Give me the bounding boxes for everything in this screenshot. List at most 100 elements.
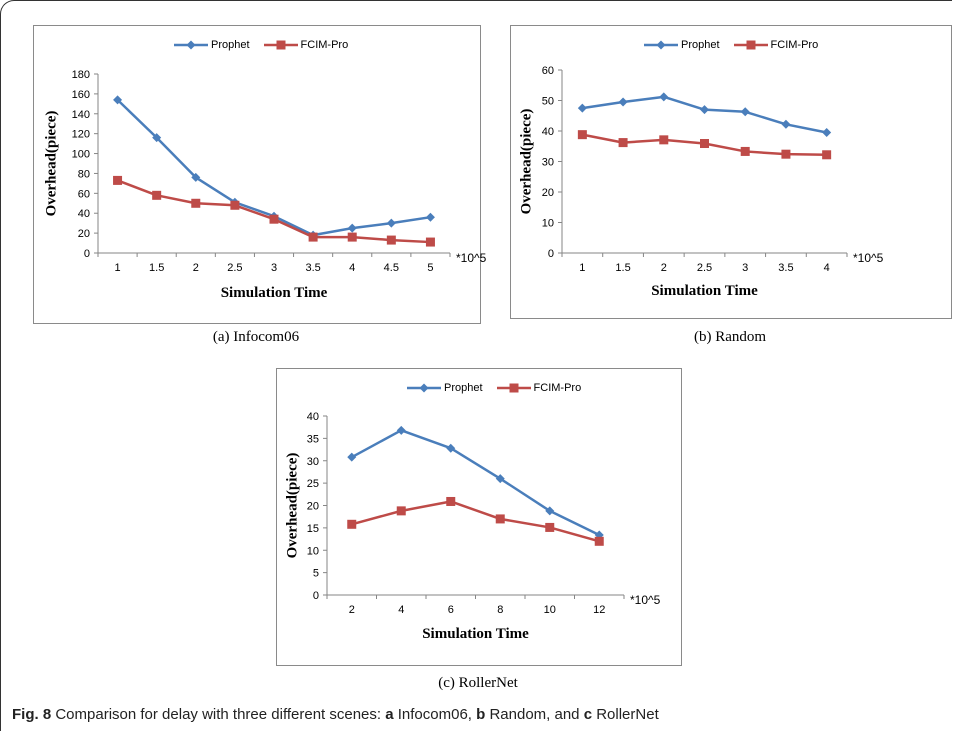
chart-infocom06: 0 20 40 60 80 100 120 140 160 180 1 1.5 2 2.5 3 3.5 4 4.5…: [33, 25, 487, 324]
data-point-fcim-pro: [577, 130, 587, 140]
x-tick-label: 4: [824, 262, 830, 274]
legend-label-prophet: Prophet: [211, 39, 250, 51]
legend-item-prophet: Prophet: [644, 39, 720, 51]
data-point-fcim-pro: [230, 200, 240, 210]
data-point-prophet: [495, 474, 505, 484]
data-point-fcim-pro: [269, 214, 279, 224]
data-point-fcim-pro: [152, 190, 162, 200]
y-tick-label: 60: [542, 65, 554, 77]
chart-svg: 0 10 20 30 40 50 60 1 1.5 2 2.5 3 3.5 4 *10^5 Simulatio…: [518, 65, 884, 299]
legend-swatch-graphic: [644, 40, 678, 50]
legend-swatch-fcim-pro: [263, 40, 298, 50]
y-axis-title: Overhead(piece): [284, 453, 300, 559]
data-point-prophet: [396, 425, 406, 435]
data-point-fcim-pro: [594, 536, 604, 546]
data-point-fcim-pro: [308, 232, 318, 242]
data-point-fcim-pro: [659, 135, 669, 145]
series-line-fcim-pro: [351, 500, 600, 543]
legend-label-fcim-pro: FCIM-Pro: [533, 382, 582, 394]
y-tick-label: 35: [307, 433, 319, 445]
legend-marker-square: [276, 40, 286, 50]
chart-random: 0 10 20 30 40 50 60 1 1.5 2 2.5 3 3.5 4 *10^5 Simulatio…: [510, 25, 952, 319]
data-point-fcim-pro: [347, 232, 357, 242]
data-point-prophet: [545, 506, 555, 516]
x-axis-title: Simulation Time: [651, 283, 758, 299]
legend-label-prophet: Prophet: [444, 382, 483, 394]
chart-rollernet: 0 5 10 15 20 25 30 35 40 2 4 6 8 10 12 *10^5 Simulation …: [276, 368, 682, 666]
x-tick-label: 3: [742, 262, 748, 274]
x-axis-title: Simulation Time: [221, 285, 328, 301]
data-point-fcim-pro: [781, 149, 791, 159]
data-point-prophet: [347, 223, 357, 233]
data-point-prophet: [113, 95, 123, 105]
data-point-prophet: [740, 107, 750, 117]
y-tick-label: 20: [307, 501, 319, 513]
x-unit-label: *10^5: [853, 251, 884, 265]
data-point-fcim-pro: [347, 519, 357, 529]
figure-caption-part-b: b: [476, 706, 486, 723]
legend-marker-diamond: [656, 40, 666, 50]
y-tick-label: 50: [542, 96, 554, 108]
series-line-fcim-pro: [117, 179, 431, 244]
data-point-prophet: [386, 218, 396, 228]
data-point-prophet: [618, 97, 628, 107]
figure-caption-part-a: a: [385, 706, 394, 723]
data-point-prophet: [191, 172, 201, 182]
y-tick-label: 30: [307, 456, 319, 468]
figure-caption-part-c: c: [583, 706, 593, 723]
figure-caption-text-3: RollerNet: [592, 706, 659, 723]
legend-swatch-graphic: [407, 383, 441, 393]
legend-label-fcim-pro: FCIM-Pro: [300, 39, 349, 51]
x-axis-title: Simulation Time: [422, 626, 529, 642]
x-tick-label: 6: [448, 604, 454, 616]
chart-legend: Prophet FCIM-Pro: [407, 382, 581, 394]
data-point-fcim-pro: [191, 198, 201, 208]
y-tick-label: 60: [78, 188, 90, 200]
x-tick-label: 4: [398, 604, 404, 616]
legend-item-fcim-pro: FCIM-Pro: [496, 382, 582, 394]
y-tick-label: 20: [542, 187, 554, 199]
x-tick-label: 4: [349, 262, 355, 274]
y-axis-title: Overhead(piece): [43, 111, 59, 217]
y-tick-label: 20: [78, 228, 90, 240]
data-point-prophet: [347, 452, 357, 462]
chart-svg: 0 20 40 60 80 100 120 140 160 180 1 1.5 2 2.5 3 3.5 4 4.5…: [43, 69, 486, 301]
legend-label-fcim-pro: FCIM-Pro: [770, 39, 819, 51]
y-tick-label: 10: [307, 545, 319, 557]
data-point-fcim-pro: [425, 237, 435, 247]
legend-label-prophet: Prophet: [681, 39, 720, 51]
figure-caption-text-1: Infocom06,: [393, 706, 477, 723]
y-tick-label: 100: [72, 149, 90, 161]
y-tick-label: 5: [313, 568, 319, 580]
legend-swatch-fcim-pro: [733, 40, 768, 50]
figure-label: Fig. 8: [12, 706, 52, 723]
y-tick-label: 40: [307, 411, 319, 423]
chart-caption-c: (c) RollerNet: [438, 675, 518, 691]
x-tick-label: 1: [579, 262, 585, 274]
x-tick-label: 12: [593, 604, 605, 616]
data-point-fcim-pro: [740, 146, 750, 156]
data-point-fcim-pro: [446, 496, 456, 506]
legend-marker-diamond: [419, 383, 429, 393]
legend-swatch-fcim-pro: [496, 383, 531, 393]
y-tick-label: 160: [72, 89, 90, 101]
chart-legend: Prophet FCIM-Pro: [174, 39, 348, 51]
y-tick-label: 40: [78, 208, 90, 220]
data-point-prophet: [822, 128, 832, 138]
legend-item-fcim-pro: FCIM-Pro: [733, 39, 819, 51]
y-tick-label: 80: [78, 168, 90, 180]
x-tick-label: 10: [544, 604, 556, 616]
x-tick-label: 3.5: [305, 262, 320, 274]
legend-swatch-graphic: [263, 40, 298, 50]
data-point-prophet: [659, 92, 669, 102]
data-point-fcim-pro: [113, 175, 123, 185]
data-point-prophet: [594, 530, 604, 540]
y-tick-label: 0: [313, 590, 319, 602]
legend-item-prophet: Prophet: [407, 382, 483, 394]
legend-swatch-graphic: [174, 40, 208, 50]
y-axis-title: Overhead(piece): [518, 109, 534, 215]
figure-caption: Fig. 8 Comparison for delay with three d…: [12, 706, 659, 723]
x-tick-label: 1.5: [149, 262, 164, 274]
y-tick-label: 120: [72, 129, 90, 141]
